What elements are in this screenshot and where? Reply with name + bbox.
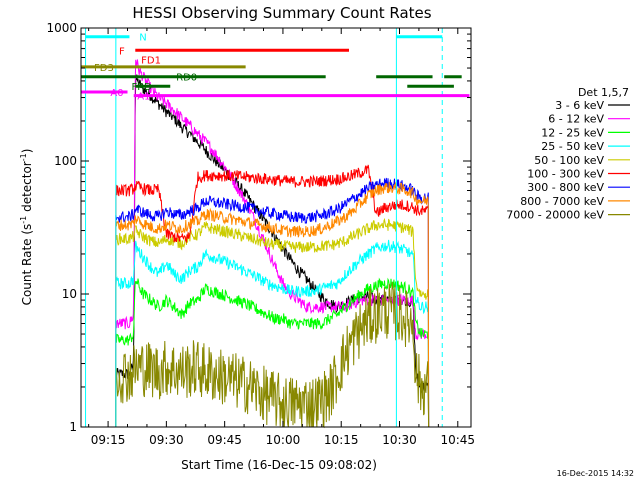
flag-label: F (119, 46, 125, 57)
legend-label: 12 - 25 keV (541, 126, 604, 139)
x-tick-label: 09:15 (91, 433, 126, 447)
flag-label: A1 (137, 92, 150, 103)
flag-label: A0 (110, 88, 123, 99)
x-tick-label: 09:45 (207, 433, 242, 447)
flag-label: N (139, 33, 146, 44)
series-line (115, 59, 430, 428)
legend-label: 800 - 7000 keV (520, 195, 604, 208)
series-line (115, 217, 430, 428)
y-tick-label: 1 (69, 420, 77, 434)
y-tick-label: 1000 (46, 21, 77, 35)
series-line (115, 177, 430, 428)
legend-label: 100 - 300 keV (527, 168, 604, 181)
plot-frame (80, 27, 472, 428)
series-line (115, 239, 430, 428)
y-axis-label: Count Rate (s-1 detector-1) (19, 149, 34, 306)
flag-label: FRD (131, 82, 152, 93)
legend-label: 50 - 100 keV (534, 154, 604, 167)
flag-label: RD0 (176, 73, 197, 84)
series-line (115, 277, 430, 428)
flag-label: FD3 (94, 63, 114, 74)
legend-label: 3 - 6 keV (555, 99, 604, 112)
legend-title: Det 1,5,7 (578, 86, 629, 99)
legend-label: 25 - 50 keV (541, 140, 604, 153)
series-layer (115, 59, 430, 429)
series-line (115, 181, 430, 428)
y-tick-label: 100 (54, 154, 77, 168)
x-axis-label: Start Time (16-Dec-15 09:08:02) (181, 458, 377, 472)
x-tick-label: 09:30 (149, 433, 184, 447)
x-tick-label: 10:30 (382, 433, 417, 447)
x-tick-label: 10:00 (266, 433, 301, 447)
x-tick-label: 10:45 (440, 433, 475, 447)
y-tick-label: 10 (62, 287, 77, 301)
series-line (115, 164, 430, 428)
chart-title: HESSI Observing Summary Count Rates (132, 4, 431, 22)
legend-label: 7000 - 20000 keV (506, 209, 604, 222)
y-axis: 1 10 100 1000 (46, 21, 471, 434)
flag-label: FD1 (141, 55, 161, 66)
x-axis: 09:15 09:30 09:45 10:00 10:15 10:30 10:45 (88, 28, 475, 447)
legend-label: 300 - 800 keV (527, 181, 604, 194)
series-line (115, 282, 430, 429)
flag-bars: N F FD1 FD3 RD0 FRD A0 A1 (81, 33, 470, 103)
x-tick-label: 10:15 (324, 433, 359, 447)
plot-timestamp: 16-Dec-2015 14:32 (557, 469, 634, 478)
legend-label: 6 - 12 keV (548, 113, 604, 126)
